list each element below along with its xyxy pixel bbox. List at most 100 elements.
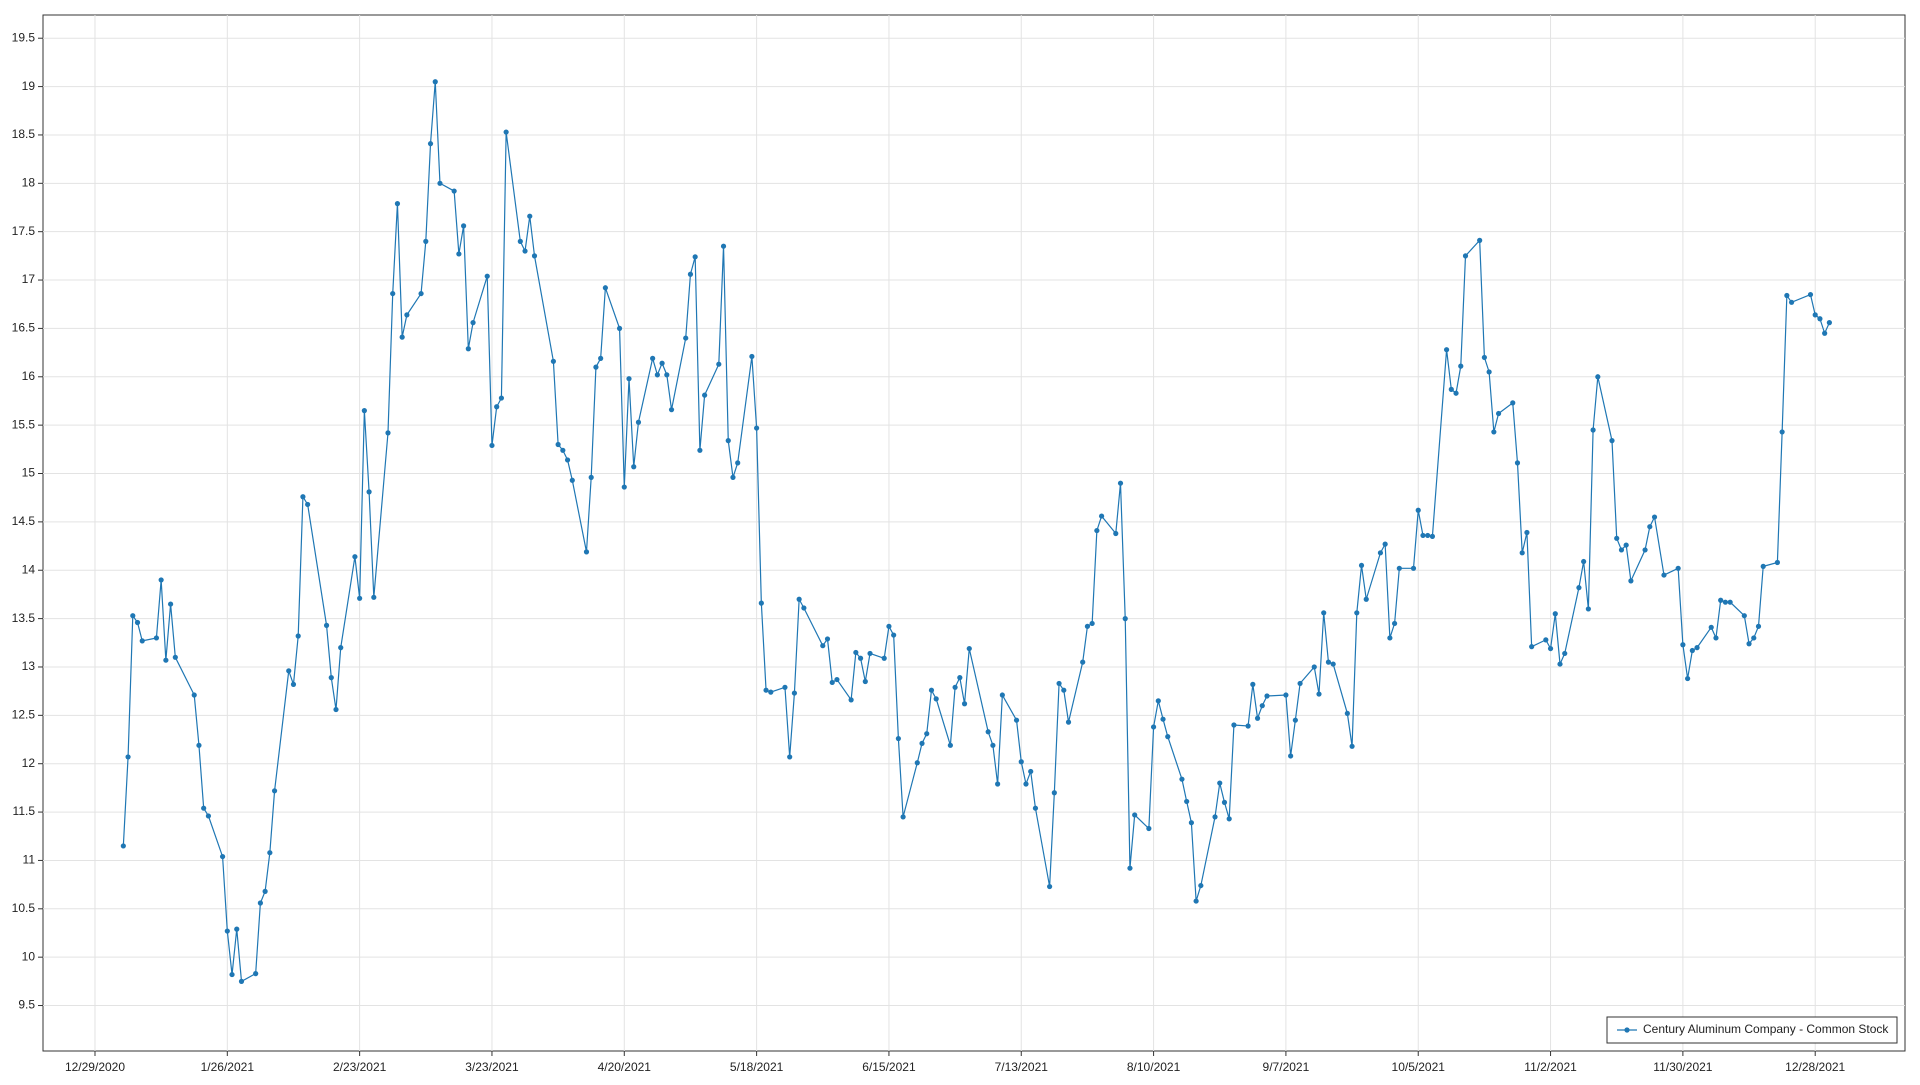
point xyxy=(725,438,731,444)
point xyxy=(1557,661,1563,667)
point xyxy=(730,474,736,480)
point xyxy=(1491,429,1497,435)
point xyxy=(1065,719,1072,725)
x-tick-label: 7/13/2021 xyxy=(995,1060,1049,1074)
point xyxy=(933,696,939,702)
point xyxy=(891,632,897,638)
point xyxy=(1259,703,1265,709)
point xyxy=(1462,253,1469,259)
point xyxy=(1741,613,1747,619)
point xyxy=(616,325,623,332)
point xyxy=(163,657,169,663)
point xyxy=(1221,799,1228,805)
x-tick-label: 6/15/2021 xyxy=(862,1060,916,1074)
point xyxy=(267,850,273,856)
point xyxy=(1165,734,1171,740)
x-tick-label: 3/23/2021 xyxy=(465,1060,519,1074)
point xyxy=(300,494,306,500)
y-tick-label: 15 xyxy=(22,466,36,480)
point xyxy=(1477,237,1483,243)
point xyxy=(1562,650,1568,657)
point xyxy=(985,729,991,735)
point xyxy=(1415,507,1421,513)
point xyxy=(1122,616,1128,622)
point xyxy=(1155,698,1161,704)
y-tick-label: 15.5 xyxy=(12,417,36,431)
y-tick-label: 11.5 xyxy=(13,804,36,818)
point xyxy=(1028,768,1034,775)
point xyxy=(1817,316,1823,322)
point xyxy=(1051,790,1057,796)
point xyxy=(720,243,727,249)
point xyxy=(1127,865,1133,871)
point xyxy=(305,501,311,508)
point xyxy=(768,689,774,695)
point xyxy=(1453,390,1459,396)
point xyxy=(928,687,935,693)
point xyxy=(900,814,906,820)
point xyxy=(555,441,561,448)
point xyxy=(1618,547,1625,553)
point xyxy=(999,692,1005,698)
point xyxy=(1146,825,1152,832)
point xyxy=(1514,460,1521,466)
point xyxy=(1647,524,1653,530)
point xyxy=(569,477,575,483)
point xyxy=(952,684,958,690)
point xyxy=(498,395,505,401)
point xyxy=(1448,386,1454,392)
point xyxy=(1812,312,1818,318)
point xyxy=(668,407,675,413)
point xyxy=(824,636,831,642)
point xyxy=(191,692,197,698)
y-tick-label: 13 xyxy=(22,659,36,673)
point xyxy=(754,425,760,431)
point xyxy=(234,926,240,932)
point xyxy=(867,650,873,657)
point xyxy=(1481,354,1487,361)
point xyxy=(1292,717,1298,723)
point xyxy=(238,978,245,984)
point xyxy=(1311,664,1317,670)
point xyxy=(531,253,538,259)
point xyxy=(1387,635,1393,641)
point xyxy=(1685,675,1691,682)
point xyxy=(366,489,372,495)
point xyxy=(919,740,925,746)
point xyxy=(1160,716,1166,722)
point xyxy=(758,600,764,606)
point xyxy=(787,754,793,760)
x-tick-label: 12/29/2020 xyxy=(65,1060,125,1074)
point xyxy=(1458,363,1464,369)
point xyxy=(352,554,358,560)
point xyxy=(848,697,854,703)
point xyxy=(130,613,136,619)
point xyxy=(201,805,207,811)
point xyxy=(1713,635,1719,641)
point xyxy=(451,188,457,194)
point xyxy=(427,141,434,147)
y-tick-label: 11 xyxy=(23,853,36,867)
y-tick-label: 16.5 xyxy=(12,321,36,335)
point xyxy=(1529,644,1535,650)
point xyxy=(550,358,556,364)
point xyxy=(593,364,599,370)
point xyxy=(961,701,968,707)
point xyxy=(385,430,391,436)
point xyxy=(1784,292,1790,299)
point xyxy=(1576,585,1582,591)
point xyxy=(801,605,807,611)
point xyxy=(224,928,230,934)
point xyxy=(423,238,429,244)
point xyxy=(338,645,344,651)
point xyxy=(1283,692,1289,698)
point xyxy=(895,735,901,742)
y-tick-label: 17 xyxy=(22,272,36,286)
point xyxy=(1264,693,1270,699)
point xyxy=(966,645,972,652)
point xyxy=(323,622,330,628)
point xyxy=(205,813,212,819)
point xyxy=(1718,597,1724,603)
